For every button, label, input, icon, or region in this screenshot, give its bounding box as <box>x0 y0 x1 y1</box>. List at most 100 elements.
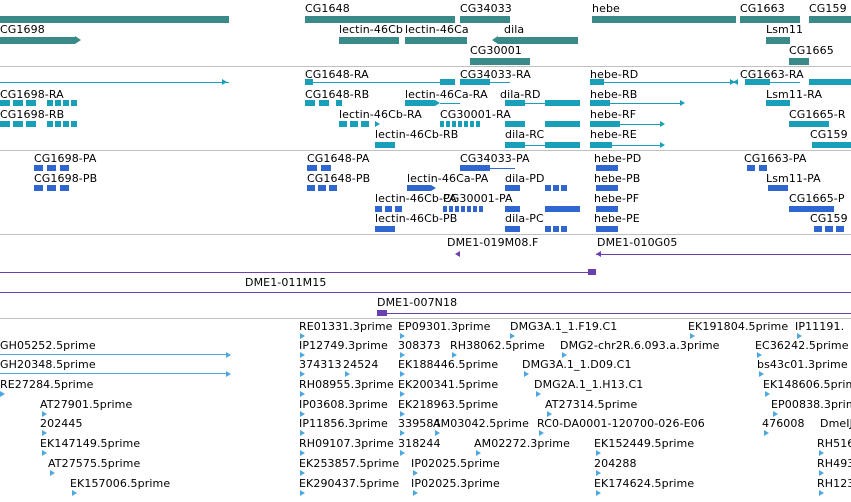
gene-bar[interactable] <box>460 16 510 23</box>
ests-label-ec36242-5prime[interactable]: EC36242.5prime <box>755 339 849 352</box>
transcript-exon[interactable] <box>745 79 770 85</box>
genes-label-cg159[interactable]: CG159 <box>809 2 847 15</box>
ests-label-ek148606-5prime[interactable]: EK148606.5prime <box>763 378 851 391</box>
genes-label-dila[interactable]: dila <box>504 23 525 36</box>
cds-30001-pa-exon[interactable] <box>479 206 483 212</box>
ests-label-rh09107-3prime[interactable]: RH09107.3prime <box>299 437 394 450</box>
cds-1698-pa-exon[interactable] <box>34 165 43 171</box>
gene-bar[interactable] <box>740 16 800 23</box>
cds-30001-pa-exon[interactable] <box>443 206 447 212</box>
cds-exon[interactable] <box>545 206 580 212</box>
cds-46cb-pa-exon[interactable] <box>385 206 392 212</box>
ests-label-ek218963-5prime[interactable]: EK218963.5prime <box>398 398 499 411</box>
cds-exon[interactable] <box>375 226 395 232</box>
transcripts-label-hebe-rf[interactable]: hebe-RF <box>590 108 637 121</box>
cds-exon[interactable] <box>460 165 490 171</box>
ests-label-ip02025-3prime[interactable]: IP02025.3prime <box>411 477 500 490</box>
cds-159-exon[interactable] <box>814 226 822 232</box>
proteins-label-dila-pd[interactable]: dila-PD <box>505 172 545 185</box>
ests-label-gh20348-5prime[interactable]: GH20348.5prime <box>0 358 96 371</box>
cds-1663-pa-exon[interactable] <box>747 165 755 171</box>
proteins-label-cg1698-pb[interactable]: CG1698-PB <box>34 172 98 185</box>
transcript-1698-ra-b-exon[interactable] <box>55 100 61 106</box>
ests-label-308373[interactable]: 308373 <box>398 339 441 352</box>
transcripts-label-cg30001-ra[interactable]: CG30001-RA <box>440 108 511 121</box>
proteins-label-dila-pc[interactable]: dila-PC <box>505 212 544 225</box>
clone-end[interactable] <box>588 269 596 275</box>
cds-30001-pa-exon[interactable] <box>449 206 453 212</box>
clone-end[interactable] <box>377 310 387 316</box>
cds-1698-pb-exon[interactable] <box>34 185 43 191</box>
cds-exon[interactable] <box>505 206 520 212</box>
ests-label-339584[interactable]: 339584 <box>398 417 441 430</box>
cds-exon[interactable] <box>596 185 618 191</box>
proteins-label-hebe-pb[interactable]: hebe-PB <box>594 172 641 185</box>
cds-exon[interactable] <box>596 165 618 171</box>
transcript-exon[interactable] <box>789 121 829 127</box>
transcript-1698-ra-b-exon[interactable] <box>47 100 53 106</box>
gene-bar[interactable] <box>809 16 851 23</box>
gene-bar[interactable] <box>339 37 399 44</box>
genes-label-lectin-46cb[interactable]: lectin-46Cb <box>339 23 403 36</box>
cds-exon[interactable] <box>789 206 834 212</box>
cds-1698-pa-exon[interactable] <box>60 165 69 171</box>
gene-bar[interactable] <box>0 16 229 23</box>
ests-label-ip03608-3prime[interactable]: IP03608.3prime <box>299 398 388 411</box>
genes-label-cg1648[interactable]: CG1648 <box>305 2 350 15</box>
cds-dila-pd-exon[interactable] <box>561 185 567 191</box>
ests-label-ek290437-5prime[interactable]: EK290437.5prime <box>299 477 400 490</box>
cds-46cb-pa-exon[interactable] <box>375 206 382 212</box>
transcript-1698-rb-b-exon[interactable] <box>47 121 53 127</box>
cds-dila-pd-exon[interactable] <box>545 185 551 191</box>
transcript-exon[interactable] <box>545 100 580 106</box>
cds-1648-pb-exon[interactable] <box>318 185 326 191</box>
transcript-1698-ra-exon[interactable] <box>0 100 10 106</box>
transcript-1698-ra-exon[interactable] <box>13 100 23 106</box>
transcript-46cb-ra-exon[interactable] <box>361 121 369 127</box>
cds-1698-pa-exon[interactable] <box>47 165 56 171</box>
proteins-label-hebe-pe[interactable]: hebe-PE <box>594 212 640 225</box>
ests-label-476008[interactable]: 476008 <box>762 417 805 430</box>
cds-exon[interactable] <box>407 185 431 191</box>
ests-label-dmg3a-1-1-d09-c1[interactable]: DMG3A.1_1.D09.C1 <box>522 358 632 371</box>
cds-1648-pa-exon[interactable] <box>307 165 317 171</box>
ests-label-ep00838-3prime[interactable]: EP00838.3prime <box>771 398 851 411</box>
transcript-1698-ra-b-exon[interactable] <box>63 100 69 106</box>
cds-exon[interactable] <box>596 206 618 212</box>
ests-label-re01331-3prime[interactable]: RE01331.3prime <box>299 320 393 333</box>
transcript-30001-ra-exon[interactable] <box>446 121 450 127</box>
transcript-46cb-ra-exon[interactable] <box>339 121 347 127</box>
transcript-exon[interactable] <box>545 142 580 148</box>
transcript-exon[interactable] <box>505 121 525 127</box>
transcript-30001-ra-exon[interactable] <box>458 121 462 127</box>
transcripts-label-lectin-46ca-ra[interactable]: lectin-46Ca-RA <box>405 88 488 101</box>
transcript-exon[interactable] <box>545 121 580 127</box>
transcripts-label-hebe-rb[interactable]: hebe-RB <box>590 88 638 101</box>
ests-label-24524[interactable]: 24524 <box>343 358 379 371</box>
gene-bar[interactable] <box>766 37 790 44</box>
genes-label-cg1665[interactable]: CG1665 <box>789 44 834 57</box>
transcript-exon[interactable] <box>375 142 395 148</box>
transcripts-label-lectin-46cb-ra[interactable]: lectin-46Cb-RA <box>339 108 422 121</box>
ests-label-gh05252-5prime[interactable]: GH05252.5prime <box>0 339 96 352</box>
gene-bar[interactable] <box>0 37 75 44</box>
clones-label-dme1-010g05[interactable]: DME1-010G05 <box>597 236 678 249</box>
ests-label-ek200341-5prime[interactable]: EK200341.5prime <box>398 378 499 391</box>
genes-label-lectin-46ca[interactable]: lectin-46Ca <box>405 23 469 36</box>
ests-label-rh08955-3prime[interactable]: RH08955.3prime <box>299 378 394 391</box>
cds-exon[interactable] <box>505 185 520 191</box>
transcript-1648-rb-exon[interactable] <box>305 100 315 106</box>
ests-label-ek253857-5prime[interactable]: EK253857.5prime <box>299 457 400 470</box>
ests-label-at27575-5prime[interactable]: AT27575.5prime <box>48 457 141 470</box>
ests-label-rh51661-5[interactable]: RH51661.5 <box>817 437 851 450</box>
genes-label-cg34033[interactable]: CG34033 <box>460 2 512 15</box>
proteins-label-cg30001-pa[interactable]: CG30001-PA <box>443 192 513 205</box>
cds-exon[interactable] <box>768 185 788 191</box>
ests-label-rh12361-5[interactable]: RH12361.5 <box>817 477 851 490</box>
transcript-1698-rb-b-exon[interactable] <box>71 121 77 127</box>
transcripts-label-cg1648-rb[interactable]: CG1648-RB <box>305 88 370 101</box>
transcript-46cb-ra-exon[interactable] <box>350 121 358 127</box>
genes-label-hebe[interactable]: hebe <box>592 2 620 15</box>
gene-bar[interactable] <box>592 16 736 23</box>
transcript-30001-ra-exon[interactable] <box>464 121 468 127</box>
